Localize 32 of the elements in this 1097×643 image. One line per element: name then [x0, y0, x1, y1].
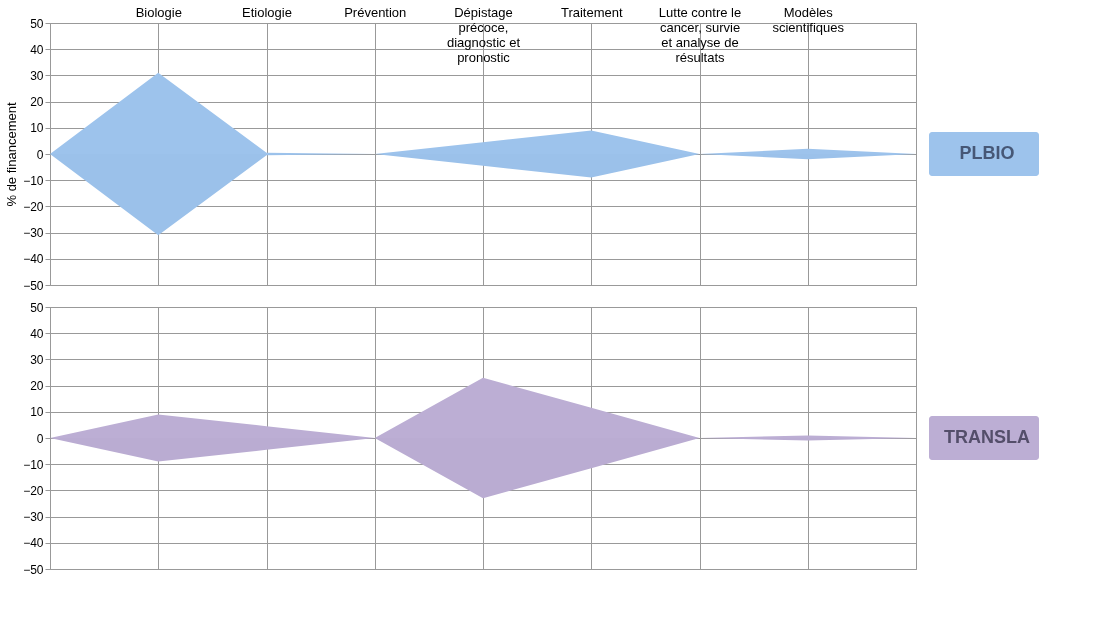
y-tick-label: 10 [30, 121, 44, 136]
y-tick-label: 0 [36, 431, 44, 446]
x-tick-label: Traitement [560, 4, 623, 20]
y-tick-label: −30 [23, 510, 44, 525]
y-tick-label: −50 [23, 278, 44, 293]
y-tick-label: −40 [23, 536, 44, 551]
y-tick-label: −40 [23, 252, 44, 267]
y-tick-label: 40 [30, 42, 44, 57]
y-tick-label: 0 [36, 147, 44, 162]
y-tick-label: −10 [23, 173, 44, 188]
x-tick-label: Dépistage précoce, diagnostic et pronostic [447, 4, 521, 65]
y-tick-label: 50 [30, 16, 44, 31]
y-tick-label: −10 [23, 457, 44, 472]
y-tick-label: 50 [30, 300, 44, 315]
y-tick-label: 40 [30, 326, 44, 341]
x-tick-label: Biologie [135, 4, 182, 20]
y-tick-label: 20 [30, 379, 44, 394]
y-tick-label: 10 [30, 405, 44, 420]
y-tick-label: −30 [23, 226, 44, 241]
y-tick-label: −20 [23, 483, 44, 498]
y-tick-label: −50 [23, 562, 44, 577]
x-tick-label: Prévention [344, 4, 407, 20]
y-tick-label: 30 [30, 352, 44, 367]
y-tick-label: 20 [30, 95, 44, 110]
series-label: TRANSLA [944, 427, 1030, 447]
x-tick-label: Modèles scientifiques [772, 4, 845, 35]
y-tick-label: 30 [30, 68, 44, 83]
x-tick-label: Etiologie [242, 4, 292, 20]
y-tick-label: −20 [23, 199, 44, 214]
x-tick-label: Lutte contre le cancer, survie et analyse de résultats [658, 4, 742, 65]
text: PLBIO [959, 143, 1015, 163]
y-axis-title: % de financement [4, 102, 20, 207]
